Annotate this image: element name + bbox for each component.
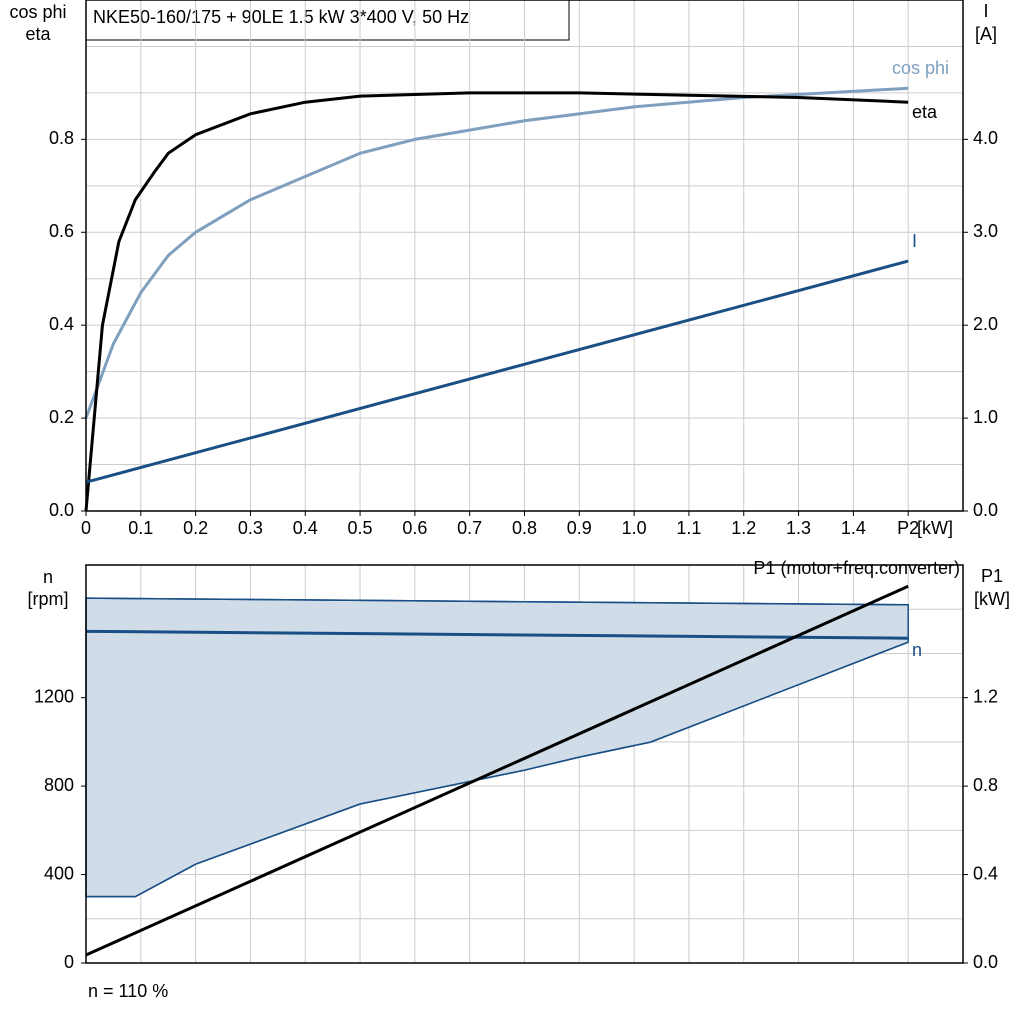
x-tick-label: 0.5: [348, 518, 373, 538]
y2-tick-label: 1.0: [973, 407, 998, 427]
series-line: [84, 91, 909, 512]
series-line: [85, 259, 909, 484]
y2-tick-label: 2.0: [973, 314, 998, 334]
y-tick-label: 0.8: [49, 128, 74, 148]
y2-tick-label: 1.2: [973, 686, 998, 706]
y-tick-label: 0.0: [49, 500, 74, 520]
y2-tick-label: 0.0: [973, 500, 998, 520]
x-tick-label: 0.3: [238, 518, 263, 538]
series-line: [84, 86, 909, 419]
series-label: eta: [912, 102, 938, 122]
x-tick-label: 0.1: [128, 518, 153, 538]
title-box: [85, 0, 570, 41]
x-tick-label: 0: [81, 518, 91, 538]
y-tick-label: 0: [64, 952, 74, 972]
x-tick-label: 0.9: [567, 518, 592, 538]
y-tick-label: 0.4: [49, 314, 74, 334]
chart-title: NKE50-160/175 + 90LE 1.5 kW 3*400 V, 50 …: [93, 7, 469, 27]
y-axis-label: eta: [25, 24, 51, 44]
y-axis-label: cos phi: [9, 2, 66, 22]
x-tick-label: 0.6: [402, 518, 427, 538]
series-label: P1 (motor+freq.converter): [753, 558, 960, 578]
plots: cos phi eta I 0 0.1 0.2 0.3 0.4 0.5 0.6 0.7 0.8 0.9 1…: [34, 0, 998, 972]
x-tick-label: 0.2: [183, 518, 208, 538]
band-upper: [85, 597, 909, 606]
x-tick-label: 0.8: [512, 518, 537, 538]
footer-note: n = 110 %: [88, 981, 168, 1001]
series-label: I: [912, 231, 917, 251]
y-tick-label: 800: [44, 775, 74, 795]
x-tick-label: 1.3: [786, 518, 811, 538]
x-tick-label: 1.4: [841, 518, 866, 538]
plot-0: cos phi eta I 0 0.1 0.2 0.3 0.4 0.5 0.6 0.7 0.8 0.9 1…: [49, 0, 998, 538]
y2-axis-label: I: [983, 1, 988, 21]
x-tick-label: 1.2: [731, 518, 756, 538]
plot-frame: [85, 564, 964, 964]
y-tick-label: 0.6: [49, 221, 74, 241]
band-lower: [86, 641, 909, 898]
series-line: [85, 629, 909, 640]
x-tick-label: 0.4: [293, 518, 318, 538]
x-tick-label: 1.0: [622, 518, 647, 538]
y2-tick-label: 4.0: [973, 128, 998, 148]
y-axis-label: [rpm]: [27, 589, 68, 609]
y-tick-label: 0.2: [49, 407, 74, 427]
y-axis-label: n: [43, 567, 53, 587]
x-tick-label: 1.1: [676, 518, 701, 538]
x-tick-label: P2: [897, 518, 919, 538]
x-axis-label: [kW]: [917, 518, 953, 538]
y-tick-label: 1200: [34, 686, 74, 706]
y-tick-label: 400: [44, 863, 74, 883]
y2-axis-label: [kW]: [974, 589, 1010, 609]
y2-tick-label: 0.0: [973, 952, 998, 972]
y2-tick-label: 3.0: [973, 221, 998, 241]
series-label: cos phi: [892, 58, 949, 78]
x-tick-label: 0.7: [457, 518, 482, 538]
series-line: [85, 584, 909, 957]
y2-tick-label: 0.8: [973, 775, 998, 795]
y2-tick-label: 0.4: [973, 863, 998, 883]
plot-1: n P1 (motor+freq.converter) 0 400 800 1200 0.0…: [34, 558, 998, 972]
y2-axis-label: [A]: [975, 24, 997, 44]
series-label: n: [912, 640, 922, 660]
y2-axis-label: P1: [981, 566, 1003, 586]
